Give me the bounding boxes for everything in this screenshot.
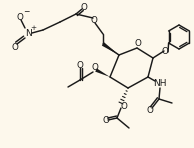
- Text: O: O: [120, 102, 127, 111]
- Polygon shape: [95, 68, 110, 77]
- Text: O: O: [103, 115, 109, 124]
- Text: O: O: [81, 3, 87, 12]
- Text: O: O: [91, 16, 97, 25]
- Text: O: O: [146, 106, 153, 115]
- Text: O: O: [92, 62, 98, 71]
- Text: +: +: [30, 25, 36, 31]
- Text: O: O: [12, 42, 18, 52]
- Text: N: N: [25, 29, 31, 37]
- Text: O: O: [162, 46, 168, 56]
- Text: O: O: [135, 38, 141, 48]
- Text: −: −: [23, 8, 29, 16]
- Text: NH: NH: [153, 78, 167, 87]
- Text: O: O: [77, 61, 83, 70]
- Polygon shape: [102, 42, 119, 55]
- Text: O: O: [16, 12, 23, 21]
